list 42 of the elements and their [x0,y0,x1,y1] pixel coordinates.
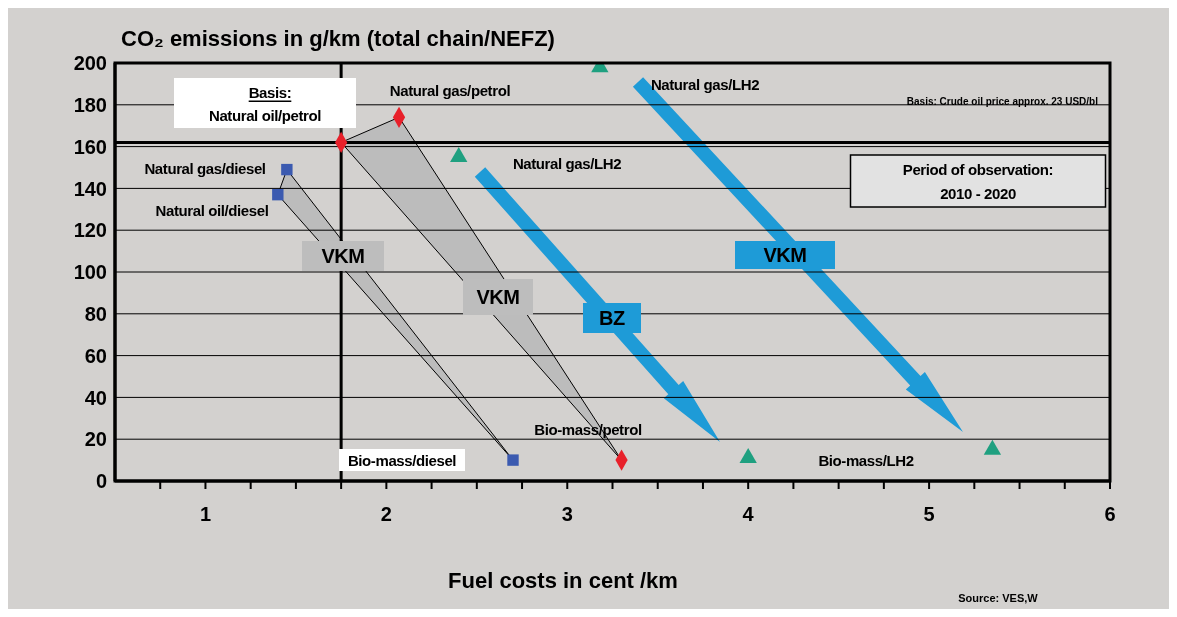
annotation: Basis: [248,83,292,101]
point [983,439,1002,455]
annotation: Natural gas/diesel [144,159,266,177]
y-tick-label: 180 [73,93,107,116]
y-tick-label: 40 [84,386,107,409]
y-tick-label: 80 [84,302,107,325]
annotation: Natural gas/petrol [389,81,511,99]
annotation: VKM [763,244,807,266]
x-tick-label: 6 [1104,503,1116,526]
y-tick-label: 100 [73,261,107,284]
point [450,147,468,163]
annotation: Natural gas/LH2 [512,154,622,172]
point [739,448,757,464]
source-note: Source: VES,W [958,592,1039,604]
x-tick-label: 5 [923,503,935,526]
annotation: Period of observation: [902,160,1054,178]
x-tick-label: 2 [380,503,392,526]
annotation: VKM [476,286,520,308]
annotation: Bio-mass/diesel [347,451,457,469]
annotation: Natural gas/LH2 [650,75,760,93]
chart-title: CO₂ emissions in g/km (total chain/NEFZ) [121,25,555,51]
annotation: 2010 - 2020 [940,184,1016,202]
annotation: BZ [599,307,626,329]
annotation: Basis: Crude oil price approx. 23 USD/bl [906,95,1099,107]
x-tick-label: 4 [742,503,755,526]
point [272,188,284,201]
y-tick-label: 120 [73,219,107,242]
x-tick-label: 3 [561,503,573,526]
y-tick-label: 60 [84,344,107,367]
annotation: Natural oil/petrol [209,106,322,124]
annotation: Bio-mass/LH2 [818,451,914,469]
y-tick-label: 20 [84,428,107,451]
point [281,163,293,176]
point [507,454,519,466]
y-tick-label: 200 [73,52,107,75]
y-tick-label: 0 [95,470,107,493]
x-tick-label: 1 [199,503,212,526]
y-tick-label: 160 [73,135,107,158]
x-axis-title: Fuel costs in cent /km [448,567,678,593]
annotation: VKM [321,245,365,267]
y-tick-label: 140 [73,177,107,200]
annotation: Natural oil/diesel [155,201,269,219]
